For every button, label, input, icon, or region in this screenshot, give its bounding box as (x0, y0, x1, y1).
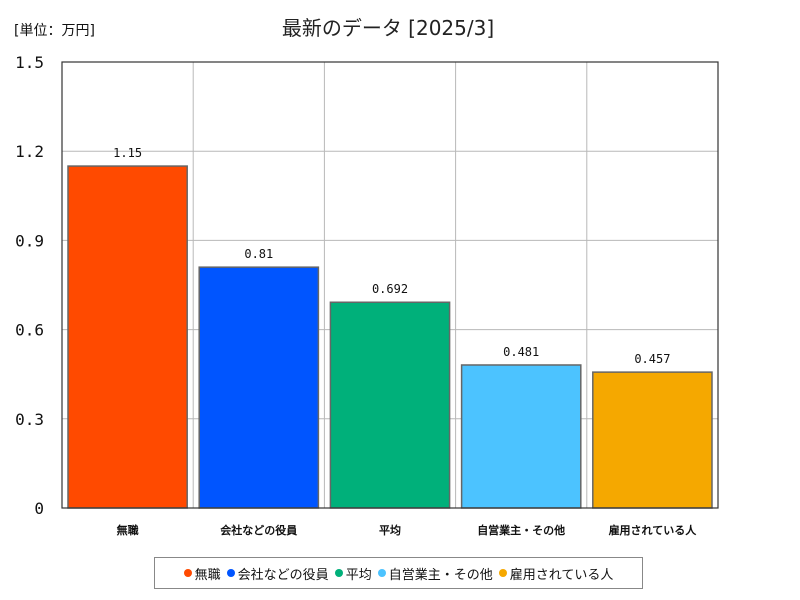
legend-label: 自営業主・その他 (388, 567, 493, 583)
legend-item: 自営業主・その他 (377, 564, 493, 583)
legend-item: 平均 (334, 564, 372, 583)
category-label: 会社などの役員 (220, 523, 297, 537)
bar (329, 301, 451, 509)
legend-dot-icon (377, 569, 386, 577)
bar (592, 371, 713, 509)
y-tick-label: 0.3 (15, 410, 44, 429)
y-tick-label: 1.5 (15, 53, 44, 72)
y-tick-label: 0.9 (15, 231, 44, 250)
bar (460, 364, 582, 509)
legend-dot-icon (183, 569, 192, 577)
legend-dot-icon (498, 569, 507, 577)
bar (198, 266, 320, 509)
unit-label: [単位：万円] (14, 23, 95, 39)
axes: 0 0.3 0.6 0.9 1.2 1.5 無職 会社などの役員 平均 自営業主・その他 雇用されて… (15, 53, 719, 537)
legend-label: 雇用されている人 (509, 567, 614, 583)
plot-frame (61, 61, 719, 509)
category-label: 雇用されている人 (609, 523, 698, 537)
legend-item: 無職 (183, 564, 221, 583)
bars: 1.15 0.81 0.692 0.481 0.457 (67, 146, 713, 509)
legend-item: 雇用されている人 (498, 564, 614, 583)
y-tick-label: 1.2 (15, 142, 44, 161)
legend: 無職 会社などの役員 平均 自営業主・その他 雇用されている人 (154, 557, 643, 589)
category-label: 自営業主・その他 (477, 523, 565, 537)
legend-label: 平均 (345, 567, 372, 583)
chart-title: 最新のデータ [2025/3] (282, 16, 494, 40)
bar (67, 165, 188, 509)
legend-label: 会社などの役員 (237, 567, 329, 583)
data-label: 0.481 (503, 345, 539, 359)
legend-dot-icon (226, 569, 235, 577)
data-label: 1.15 (113, 146, 142, 160)
data-label: 0.81 (244, 247, 273, 261)
y-tick-label: 0 (34, 499, 44, 518)
category-label: 平均 (379, 523, 401, 537)
y-tick-label: 0.6 (15, 321, 44, 340)
legend-dot-icon (334, 569, 343, 577)
category-label: 無職 (117, 523, 139, 537)
data-label: 0.692 (372, 282, 408, 296)
legend-item: 会社などの役員 (226, 564, 329, 583)
legend-label: 無職 (194, 567, 221, 583)
data-label: 0.457 (634, 352, 670, 366)
